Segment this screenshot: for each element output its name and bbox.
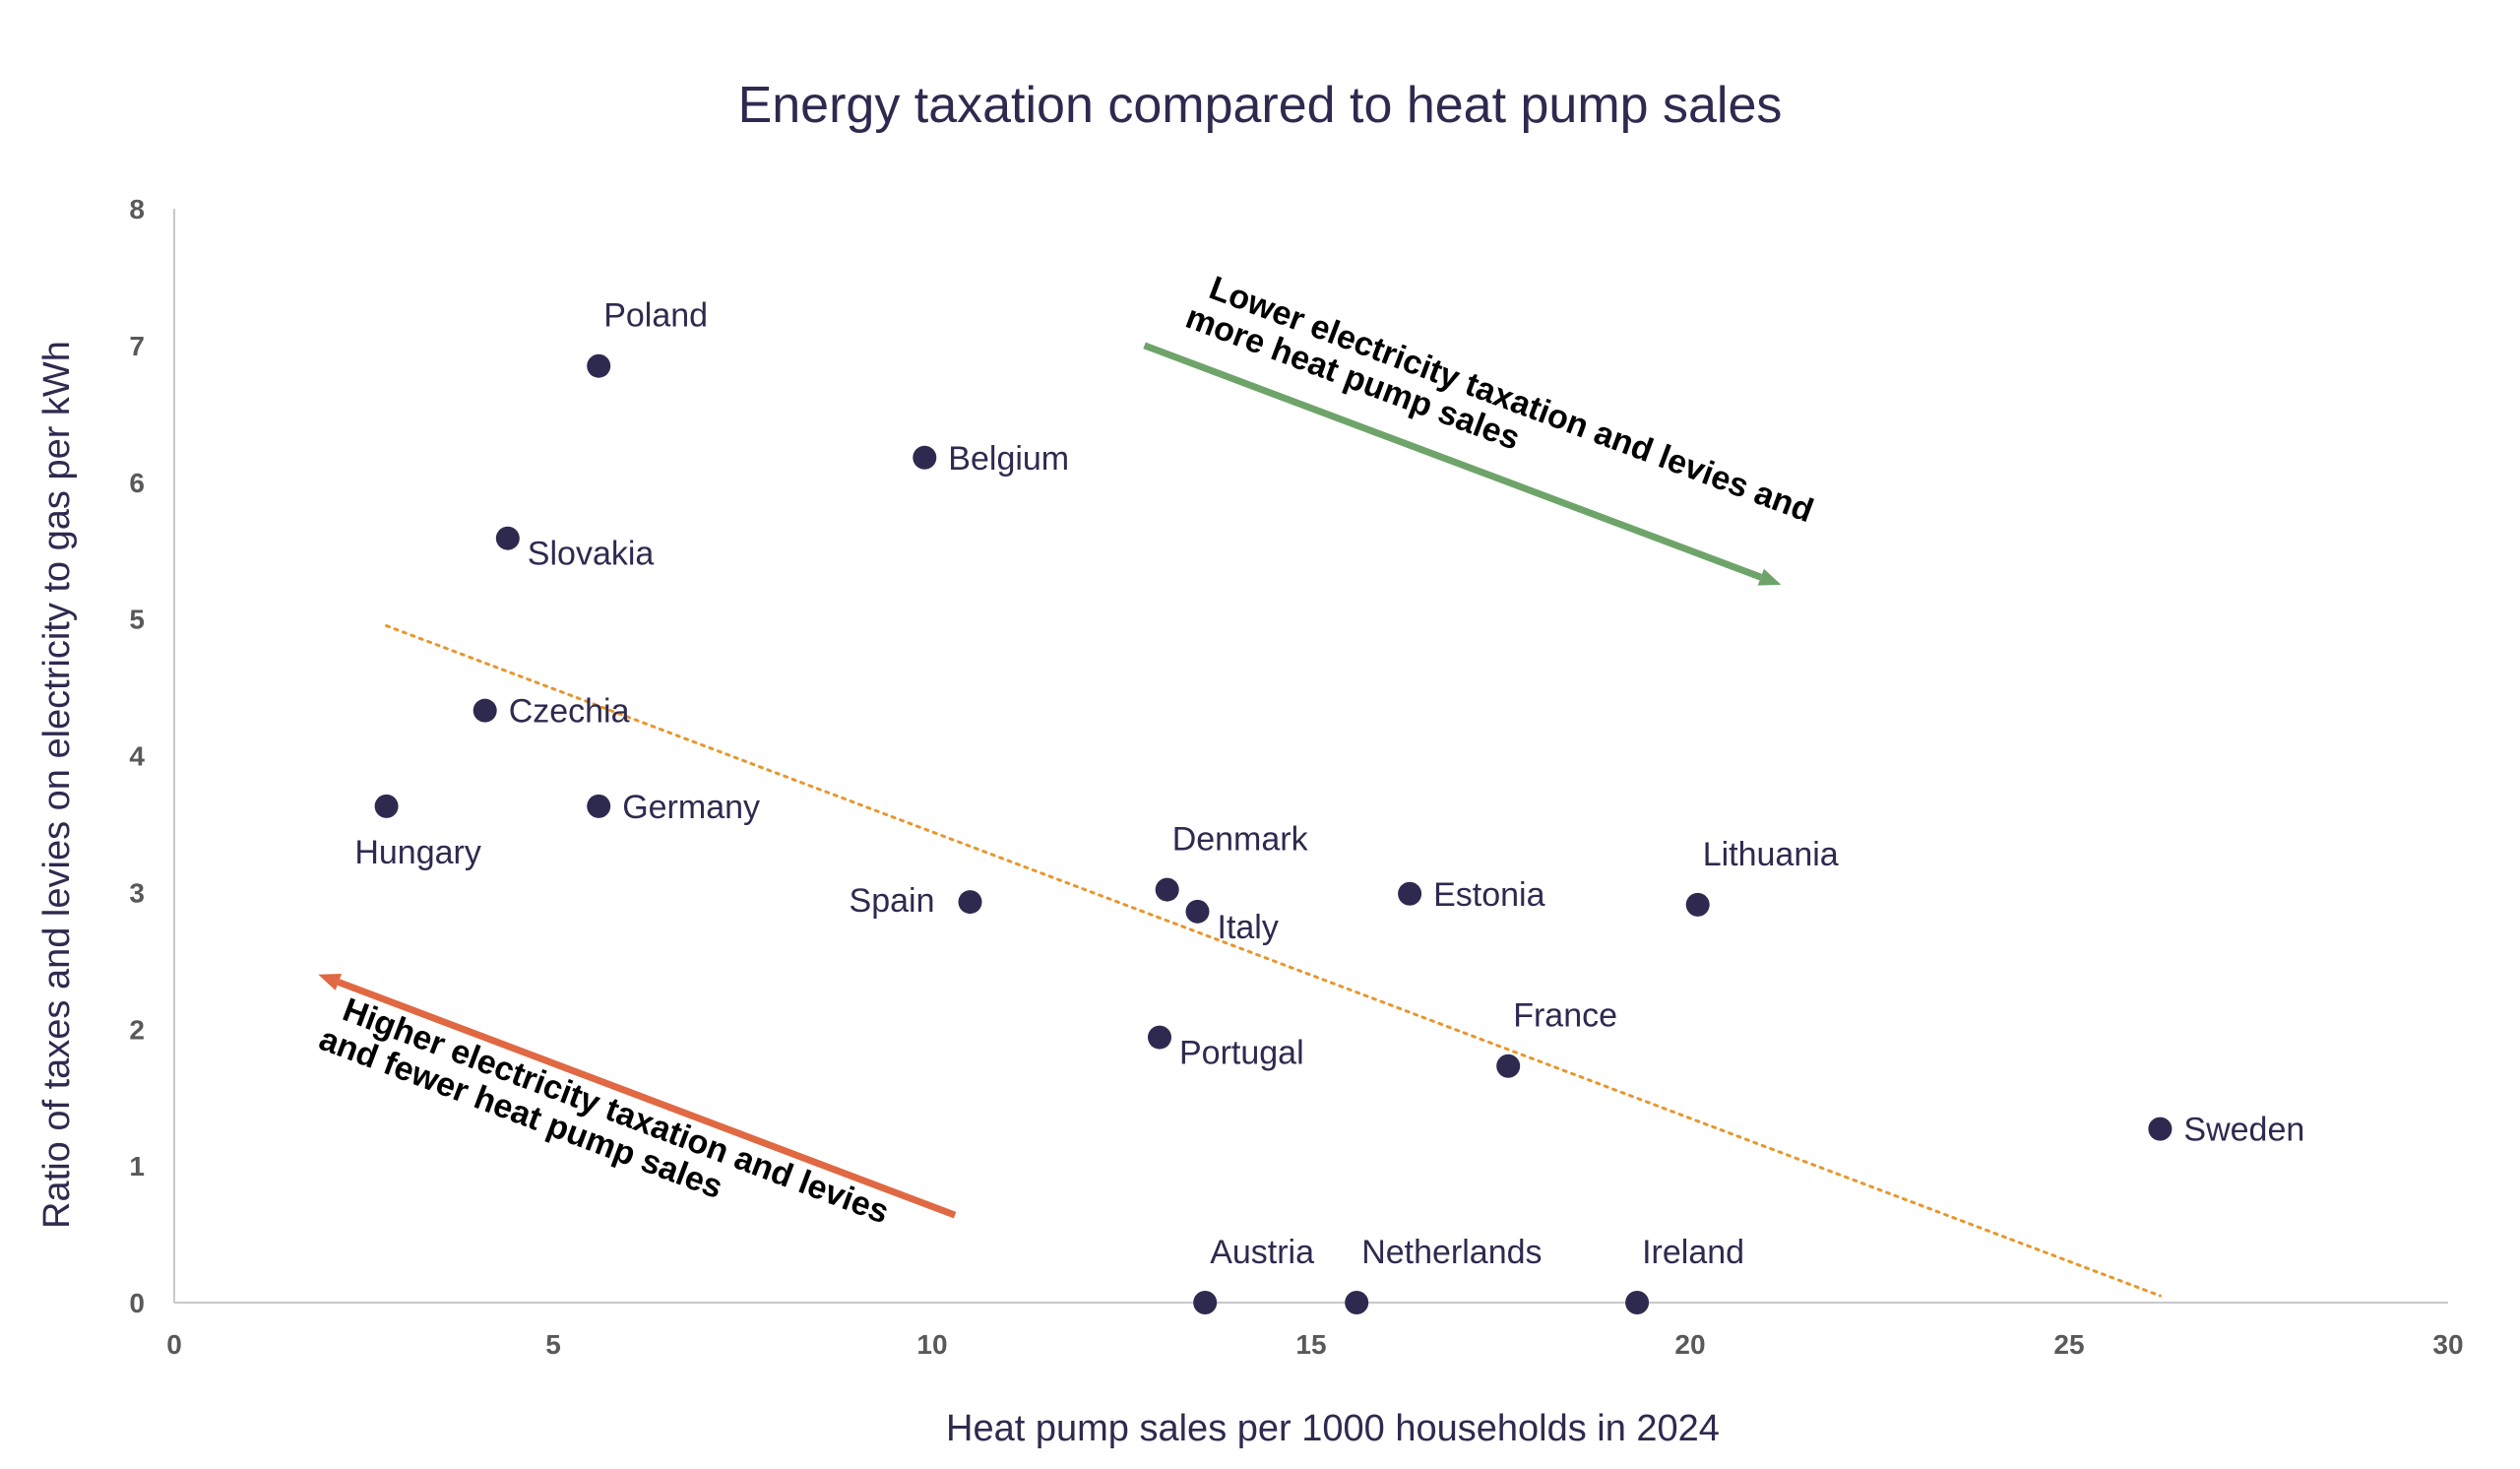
point-label-netherlands: Netherlands [1361, 1234, 1542, 1271]
trendline [385, 624, 2162, 1298]
point-label-austria: Austria [1210, 1234, 1314, 1271]
point-label-spain: Spain [850, 882, 935, 920]
data-point-denmark [1155, 877, 1179, 902]
data-point-spain [958, 890, 982, 915]
y-tick-label: 8 [129, 194, 145, 224]
point-label-denmark: Denmark [1172, 821, 1309, 859]
axes: 0 5 10 15 20 25 30 0 1 2 3 4 5 6 7 8 [129, 194, 2463, 1360]
chart-title: Energy taxation compared to heat pump sa… [738, 77, 1783, 134]
y-tick-label: 6 [129, 468, 145, 498]
annotation-text: Higher electricity taxation and leviesan… [314, 991, 894, 1232]
data-points: Poland Belgium Slovakia Czechia Hungary Germa… [354, 297, 2304, 1314]
x-tick-label: 20 [1674, 1329, 1705, 1360]
annotation-arrowhead [318, 974, 343, 990]
data-point-germany [587, 794, 611, 818]
data-point-estonia [1398, 881, 1422, 906]
y-tick-label: 5 [129, 605, 145, 635]
point-label-germany: Germany [622, 789, 760, 826]
data-point-netherlands [1345, 1291, 1369, 1314]
annotation-arrowhead [1757, 568, 1782, 586]
annotation-arrow-line [1143, 342, 1763, 581]
point-label-poland: Poland [603, 297, 708, 335]
data-point-poland [587, 353, 611, 378]
data-point-hungary [374, 794, 399, 818]
point-label-france: France [1513, 997, 1617, 1035]
x-tick-label: 30 [2432, 1329, 2463, 1360]
y-tick-label: 3 [129, 877, 145, 908]
data-point-czechia [472, 698, 497, 723]
y-tick-label: 0 [129, 1288, 145, 1318]
x-tick-label: 25 [2053, 1329, 2084, 1360]
point-label-slovakia: Slovakia [528, 536, 655, 573]
annotations: Lower electricity taxation and levies an… [314, 269, 1819, 1232]
point-label-estonia: Estonia [1433, 876, 1544, 914]
data-point-austria [1193, 1291, 1218, 1314]
data-point-belgium [913, 445, 937, 470]
data-point-portugal [1148, 1025, 1171, 1050]
point-label-sweden: Sweden [2183, 1112, 2304, 1149]
data-point-italy [1185, 899, 1210, 924]
x-tick-label: 15 [1295, 1329, 1326, 1360]
point-label-czechia: Czechia [509, 693, 630, 731]
annotation-line: Higher electricity taxation and levies [338, 991, 894, 1232]
data-point-slovakia [495, 526, 520, 550]
data-point-ireland [1625, 1291, 1650, 1314]
data-point-lithuania [1685, 892, 1710, 917]
x-axis-label: Heat pump sales per 1000 households in 2… [946, 1408, 1720, 1449]
point-label-hungary: Hungary [354, 834, 481, 871]
point-label-lithuania: Lithuania [1703, 836, 1839, 873]
trendline-group [385, 624, 2162, 1298]
point-label-italy: Italy [1218, 909, 1279, 946]
y-axis-label: Ratio of taxes and levies on electricity… [36, 341, 78, 1229]
data-point-sweden [2148, 1117, 2173, 1141]
x-tick-label: 5 [545, 1329, 561, 1360]
x-tick-label: 0 [166, 1329, 182, 1360]
y-tick-label: 4 [129, 741, 145, 772]
point-label-ireland: Ireland [1642, 1234, 1744, 1271]
y-tick-label: 1 [129, 1151, 145, 1182]
data-point-france [1496, 1054, 1521, 1078]
point-label-portugal: Portugal [1179, 1035, 1304, 1072]
y-tick-label: 7 [129, 331, 145, 361]
x-tick-label: 10 [916, 1329, 947, 1360]
annotation-arrow-line [337, 979, 957, 1219]
y-tick-label: 2 [129, 1014, 145, 1045]
annotation-text: Lower electricity taxation and levies an… [1181, 269, 1819, 530]
point-label-belgium: Belgium [948, 440, 1069, 478]
